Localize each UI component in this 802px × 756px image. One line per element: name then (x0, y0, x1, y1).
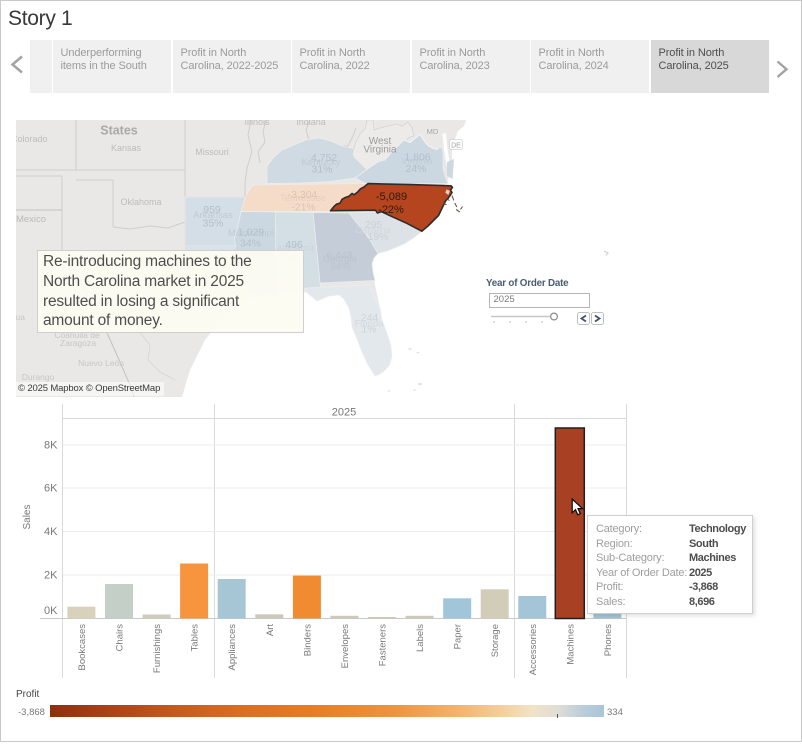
svg-text:MD: MD (427, 127, 439, 136)
svg-text:Accessories: Accessories (528, 624, 539, 675)
svg-text:Missouri: Missouri (195, 147, 229, 157)
svg-text:6K: 6K (44, 482, 58, 494)
svg-text:Mississippi: Mississippi (228, 228, 274, 239)
svg-text:Art: Art (265, 624, 276, 637)
svg-text:Binders: Binders (302, 624, 313, 656)
svg-text:Nuevo León: Nuevo León (78, 358, 124, 368)
svg-text:-21%: -21% (291, 202, 316, 214)
svg-text:Fasteners: Fasteners (378, 624, 389, 666)
svg-text:-3,304: -3,304 (288, 189, 318, 201)
svg-text:244: 244 (361, 312, 379, 324)
svg-text:959: 959 (203, 204, 221, 216)
svg-text:1,029: 1,029 (238, 227, 264, 239)
svg-text:West: West (369, 136, 392, 147)
svg-text:Florida: Florida (354, 319, 384, 330)
svg-text:DE: DE (451, 143, 461, 150)
svg-text:Machines: Machines (565, 624, 576, 665)
svg-text:2025: 2025 (332, 407, 356, 419)
svg-text:Virginia: Virginia (401, 156, 433, 167)
svg-text:8K: 8K (44, 439, 58, 451)
svg-text:31%: 31% (311, 164, 332, 176)
svg-text:34%: 34% (330, 261, 351, 273)
svg-text:Illinois: Illinois (244, 120, 270, 127)
svg-text:Kentucky: Kentucky (301, 157, 340, 168)
svg-text:Carolina: Carolina (355, 225, 391, 236)
svg-text:Arkansas: Arkansas (193, 210, 233, 221)
svg-text:Colorado: Colorado (16, 134, 48, 144)
svg-text:Zaragoza: Zaragoza (60, 338, 96, 348)
svg-text:295: 295 (365, 219, 383, 231)
svg-text:2K: 2K (44, 569, 58, 581)
svg-text:34%: 34% (240, 238, 261, 250)
svg-text:24%: 24% (405, 163, 426, 175)
svg-text:Georgia: Georgia (323, 254, 358, 265)
svg-text:Furnishings: Furnishings (152, 624, 163, 673)
svg-text:Envelopes: Envelopes (340, 624, 351, 669)
svg-text:6,448: 6,448 (326, 250, 352, 262)
svg-text:Alabama: Alabama (276, 243, 314, 254)
svg-text:Durango: Durango (22, 372, 55, 382)
svg-text:Kansas: Kansas (111, 143, 142, 153)
svg-text:Tennessee: Tennessee (280, 193, 326, 204)
svg-text:0K: 0K (44, 605, 58, 617)
svg-text:Labels: Labels (415, 624, 426, 652)
svg-text:Sales: Sales (22, 504, 33, 529)
svg-text:1,806: 1,806 (404, 152, 430, 164)
svg-text:Phones: Phones (603, 624, 614, 656)
svg-text:-5,089: -5,089 (376, 191, 407, 203)
svg-text:Virginia: Virginia (363, 145, 397, 156)
svg-text:Chihuahua: Chihuahua (16, 312, 25, 322)
svg-text:1%: 1% (361, 324, 376, 336)
svg-text:4,752: 4,752 (311, 152, 337, 164)
svg-text:Tables: Tables (190, 624, 201, 652)
svg-text:Oklahoma: Oklahoma (120, 197, 161, 207)
svg-text:19%: 19% (367, 231, 388, 243)
svg-text:35%: 35% (202, 218, 223, 230)
svg-text:Mexico: Mexico (16, 214, 46, 225)
svg-text:Bookcases: Bookcases (77, 624, 88, 671)
svg-text:Appliances: Appliances (227, 624, 238, 671)
svg-text:496: 496 (285, 239, 303, 251)
svg-text:States: States (100, 124, 138, 138)
svg-text:Coahuila de: Coahuila de (54, 330, 100, 340)
svg-text:Indiana: Indiana (296, 120, 326, 127)
svg-text:4K: 4K (44, 526, 58, 538)
svg-text:Chairs: Chairs (115, 624, 126, 652)
svg-text:-22%: -22% (378, 204, 404, 216)
svg-text:Storage: Storage (490, 624, 501, 657)
svg-text:Paper: Paper (453, 624, 464, 649)
